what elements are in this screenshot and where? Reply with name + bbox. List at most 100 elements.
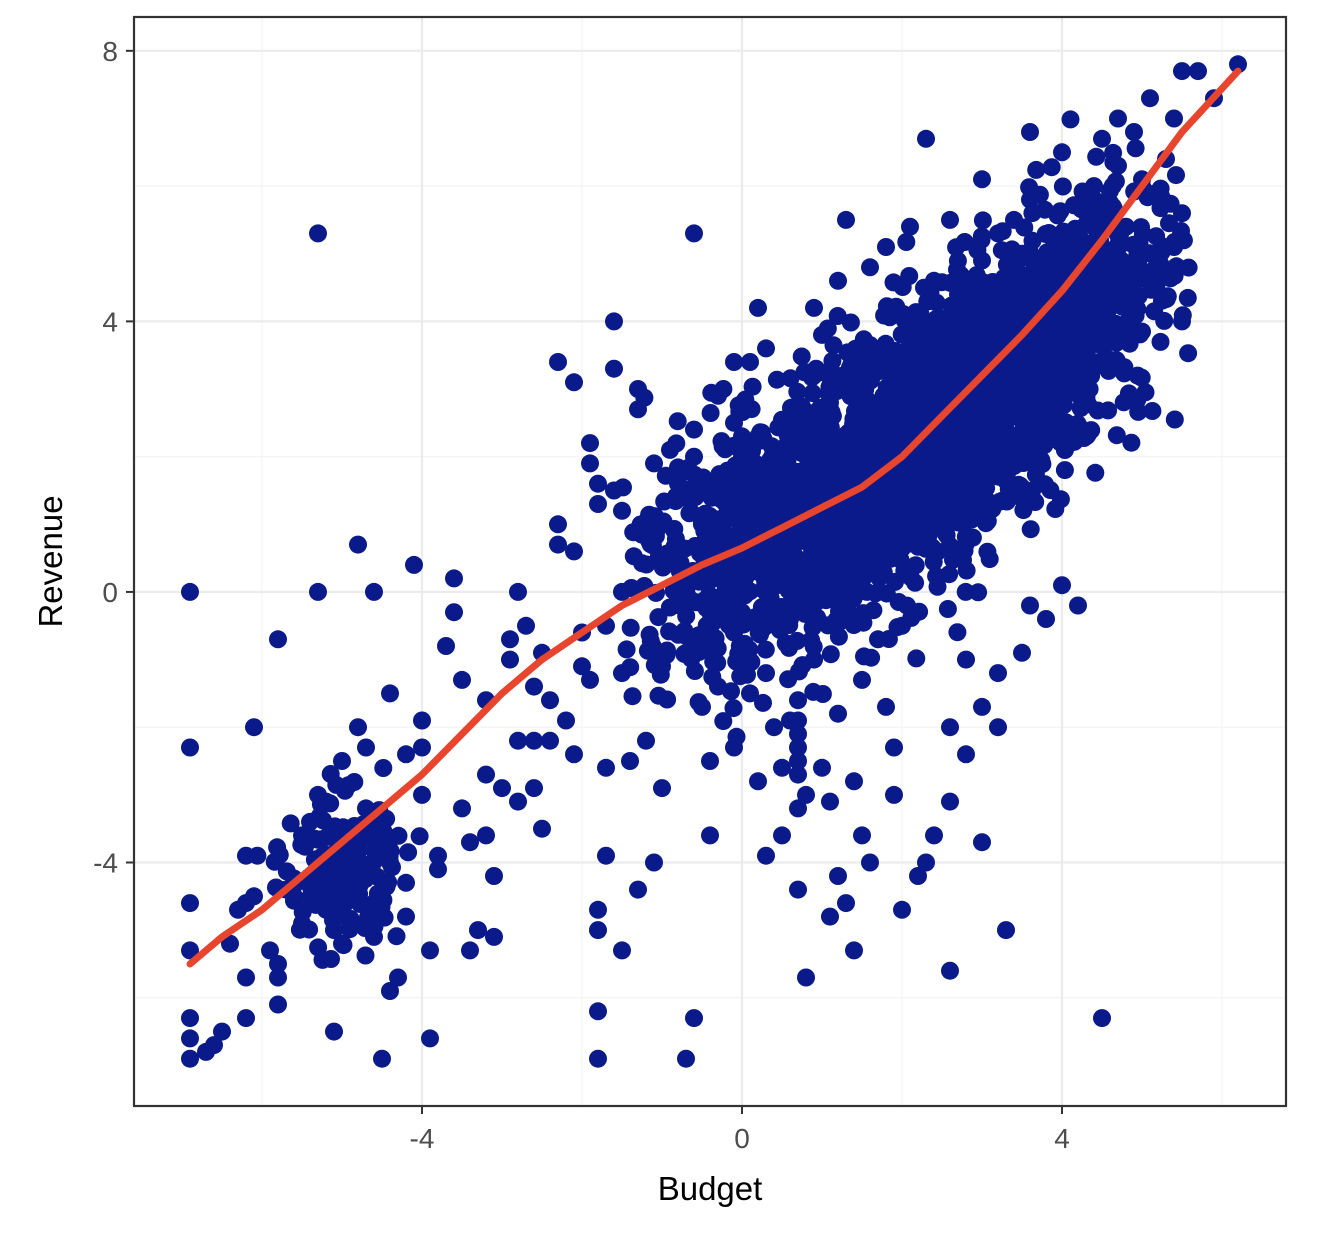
data-point: [993, 373, 1012, 392]
data-point: [322, 950, 340, 968]
data-point: [613, 501, 631, 520]
data-point: [773, 826, 791, 845]
data-point: [733, 447, 751, 466]
data-point: [613, 941, 631, 960]
data-point: [1165, 410, 1184, 429]
data-point: [957, 561, 976, 580]
data-point: [680, 504, 699, 523]
data-point: [517, 616, 535, 635]
data-point: [893, 616, 911, 635]
data-point: [789, 711, 807, 730]
data-point: [973, 833, 991, 852]
data-point: [265, 852, 284, 871]
data-point: [893, 900, 911, 919]
data-point: [975, 461, 993, 480]
data-point: [1149, 183, 1167, 202]
data-point: [429, 860, 447, 879]
data-point: [293, 914, 311, 933]
data-point: [1109, 156, 1127, 175]
data-point: [1005, 258, 1023, 277]
data-point: [309, 582, 327, 601]
data-point: [829, 271, 847, 290]
data-point: [1178, 288, 1197, 307]
data-point: [621, 618, 640, 637]
data-point: [413, 738, 431, 757]
data-point: [1013, 643, 1031, 662]
data-point: [838, 343, 857, 362]
data-point: [845, 420, 863, 439]
data-point: [421, 1029, 439, 1048]
data-point: [565, 373, 583, 392]
data-point: [477, 765, 495, 784]
data-point: [789, 799, 807, 818]
data-point: [237, 968, 255, 987]
data-point: [655, 492, 674, 511]
data-point: [1129, 402, 1148, 421]
data-point: [429, 846, 447, 865]
data-point: [917, 853, 935, 872]
data-point: [765, 474, 783, 493]
data-point: [829, 704, 847, 723]
data-point: [1069, 197, 1087, 216]
data-point: [756, 640, 775, 659]
data-point: [829, 627, 848, 646]
data-point: [765, 718, 783, 737]
data-point: [1061, 434, 1079, 453]
data-point: [805, 366, 823, 385]
data-point: [629, 400, 647, 419]
data-point: [477, 826, 495, 845]
data-point: [957, 650, 975, 669]
data-point: [829, 867, 847, 885]
data-point: [813, 685, 832, 703]
data-point: [1033, 455, 1052, 473]
data-point: [669, 458, 687, 477]
data-point: [909, 867, 927, 885]
data-point: [901, 217, 919, 236]
data-point: [861, 853, 879, 872]
data-point: [685, 420, 703, 439]
data-point: [365, 582, 383, 601]
data-point: [781, 369, 800, 388]
data-point: [884, 273, 903, 292]
data-point: [624, 547, 643, 566]
data-point: [1126, 139, 1145, 158]
data-point: [709, 677, 727, 696]
data-point: [1143, 402, 1162, 420]
data-point: [749, 298, 767, 317]
data-point: [889, 481, 908, 500]
data-point: [917, 129, 935, 148]
data-point: [356, 946, 375, 965]
data-point: [725, 623, 743, 642]
data-point: [821, 792, 839, 811]
data-point: [1071, 399, 1090, 418]
data-point: [301, 812, 319, 831]
data-point: [1074, 309, 1093, 328]
data-point: [725, 738, 743, 757]
data-point: [894, 425, 913, 444]
data-point: [668, 412, 687, 431]
data-point: [613, 582, 631, 601]
data-point: [770, 544, 789, 563]
data-point: [357, 738, 375, 757]
data-point: [660, 598, 679, 617]
data-point: [621, 752, 639, 770]
data-point: [493, 779, 511, 798]
data-point: [712, 432, 731, 451]
data-point: [374, 759, 393, 777]
data-point: [708, 639, 727, 658]
data-point: [181, 738, 199, 757]
data-point: [1027, 160, 1046, 179]
data-point: [863, 544, 882, 563]
data-point: [1037, 610, 1055, 628]
panel-border: [132, 15, 1288, 1108]
data-point: [791, 494, 810, 513]
data-point: [701, 404, 720, 422]
data-point: [1179, 344, 1198, 363]
data-point: [1116, 280, 1135, 299]
data-point: [675, 581, 694, 600]
data-point: [909, 400, 927, 419]
data-point: [181, 941, 199, 960]
data-point: [821, 907, 839, 926]
data-point: [1093, 129, 1111, 148]
data-point: [181, 1029, 199, 1048]
